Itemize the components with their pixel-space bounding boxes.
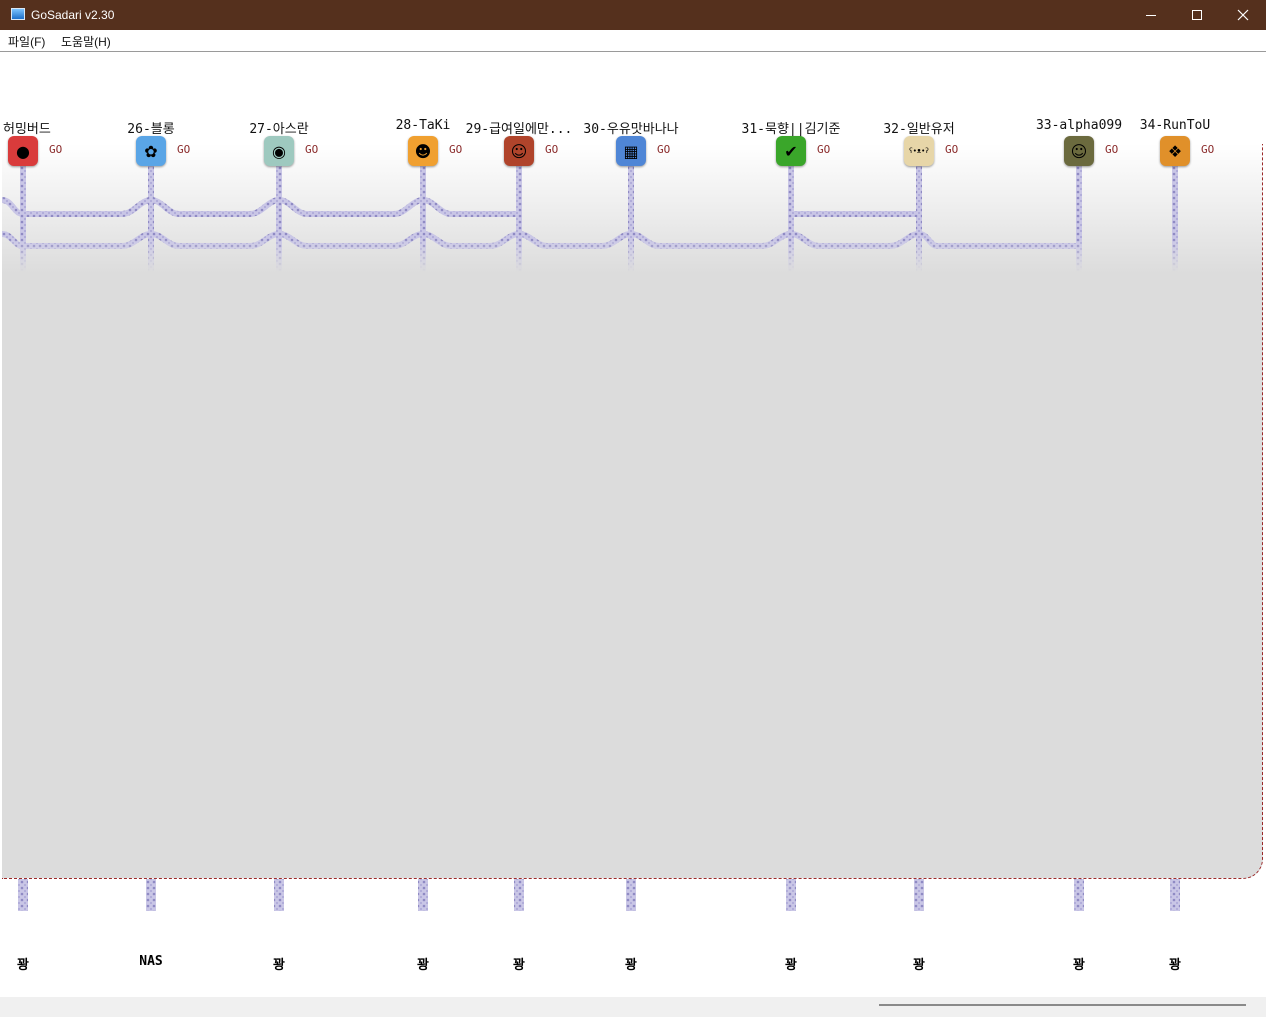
scrollbar-thumb[interactable] — [879, 1004, 1246, 1006]
go-button[interactable]: GO — [305, 143, 319, 156]
go-button[interactable]: GO — [49, 143, 63, 156]
result-label: 꽝 — [417, 958, 429, 973]
ladder-rung — [2, 196, 519, 217]
go-button[interactable]: GO — [449, 143, 463, 156]
go-button[interactable]: GO — [945, 143, 959, 156]
close-icon — [1237, 9, 1249, 21]
player-name: 26-블롱 — [127, 122, 175, 137]
ladder-rail-end — [1074, 879, 1084, 911]
ladder-rail-end — [514, 879, 524, 911]
ladder-rail-end — [18, 879, 28, 911]
photos-flower-icon[interactable]: ✿ — [136, 136, 166, 166]
ladder-rail-end — [274, 879, 284, 911]
go-button[interactable]: GO — [1201, 143, 1215, 156]
result-label: 꽝 — [17, 958, 29, 973]
player-name: 28-TaKi — [395, 118, 451, 133]
go-button[interactable]: GO — [177, 143, 191, 156]
close-button[interactable] — [1220, 0, 1266, 30]
player-name: -허밍버드 — [2, 122, 51, 137]
player-name: 30-우유맛바나나 — [583, 122, 679, 137]
maximize-icon — [1192, 10, 1202, 20]
tiger-face-icon[interactable]: ☻ — [408, 136, 438, 166]
gift-box-icon[interactable]: ❖ — [1160, 136, 1190, 166]
minimize-button[interactable] — [1128, 0, 1174, 30]
ladder-rail-end — [418, 879, 428, 911]
player-name: 29-급여일에만... — [465, 122, 573, 137]
angry-bird-icon[interactable]: ● — [8, 136, 38, 166]
ladder-rail-end — [786, 879, 796, 911]
goggles-character-icon[interactable]: ◉ — [264, 136, 294, 166]
horizontal-scrollbar[interactable] — [0, 997, 1266, 1017]
calculator-icon[interactable]: ▦ — [616, 136, 646, 166]
player-name: 32-일반유저 — [883, 122, 955, 137]
result-label: 꽝 — [913, 958, 925, 973]
ladder-rail-end — [146, 879, 156, 911]
ladder-rail-end — [914, 879, 924, 911]
result-label: 꽝 — [785, 958, 797, 973]
window-title: GoSadari v2.30 — [31, 8, 115, 22]
title-bar: GoSadari v2.30 — [0, 0, 1266, 30]
teddy-bear-icon[interactable]: ʕ•ᴥ•ʔ — [904, 136, 934, 166]
app-icon — [11, 8, 25, 20]
ladder-lines — [2, 166, 1180, 911]
ladder-rail-end — [626, 879, 636, 911]
go-button[interactable]: GO — [657, 143, 671, 156]
result-label: 꽝 — [1169, 958, 1181, 973]
ladder-board: -허밍버드● GO 꽝 26-블롱✿ GO NAS 27-아스란◉ GO 꽝 28-TaKi ☻ GO… — [2, 52, 1264, 997]
go-button[interactable]: GO — [545, 143, 559, 156]
result-label: 꽝 — [273, 958, 285, 973]
menu-file[interactable]: 파일(F) — [8, 35, 46, 49]
ladder-rung — [2, 230, 1079, 249]
ladder-rail-end — [1170, 879, 1180, 911]
menu-bar: 파일(F) 도움말(H) — [0, 30, 1266, 52]
minimize-icon — [1146, 15, 1156, 16]
result-label: 꽝 — [1073, 958, 1085, 973]
checkmark-icon[interactable]: ✔ — [776, 136, 806, 166]
result-label: 꽝 — [625, 958, 637, 973]
player-name: 27-아스란 — [249, 122, 309, 137]
go-button[interactable]: GO — [1105, 143, 1119, 156]
red-hair-character-icon[interactable]: ☺ — [504, 136, 534, 166]
player-name: 33-alpha099 — [1035, 118, 1123, 133]
player-name: 31-묵향||김기준 — [741, 122, 841, 137]
menu-help[interactable]: 도움말(H) — [61, 35, 111, 49]
player-name: 34-RunToU — [1139, 118, 1211, 133]
mona-lisa-icon[interactable]: ☺ — [1064, 136, 1094, 166]
result-label: NAS — [139, 954, 163, 969]
result-label: 꽝 — [513, 958, 525, 973]
maximize-button[interactable] — [1174, 0, 1220, 30]
go-button[interactable]: GO — [817, 143, 831, 156]
